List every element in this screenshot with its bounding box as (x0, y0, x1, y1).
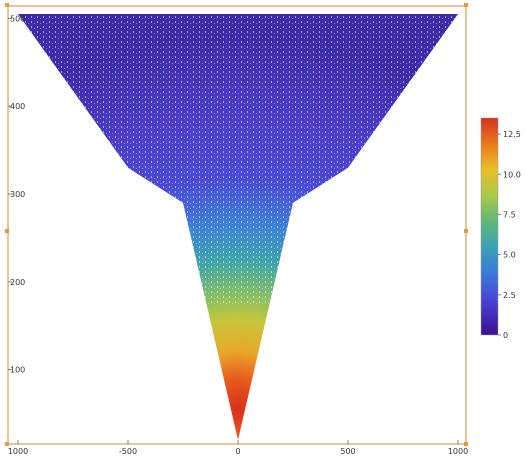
selection-handles (5, 3, 468, 446)
x-tick-label: 500 (340, 447, 355, 456)
colorbar: 0 2.5 5.0 7.5 10.0 12.5 (480, 117, 521, 340)
colorbar-tick-label: 12.5 (503, 130, 521, 139)
y-axis: 100 200 300 400 500 (8, 14, 25, 375)
x-axis: 1000 -500 0 500 1000 (8, 440, 468, 456)
colorbar-tick-label: 0 (503, 331, 508, 340)
x-tick-label: 1000 (8, 447, 28, 456)
x-tick-label: 0 (235, 447, 240, 456)
y-tick-label: 100 (10, 366, 25, 375)
x-tick-label: -500 (119, 447, 137, 456)
colorbar-tick-label: 7.5 (503, 210, 516, 219)
colorbar-tick-label: 5.0 (503, 251, 516, 260)
x-tick-label: 1000 (448, 447, 468, 456)
y-tick-label: 500 (10, 14, 25, 23)
colorbar-gradient (480, 117, 499, 336)
colorbar-tick-label: 10.0 (503, 170, 521, 179)
y-tick-label: 400 (10, 102, 25, 111)
y-tick-label: 300 (10, 190, 25, 199)
colorbar-tick-label: 2.5 (503, 291, 516, 300)
y-tick-label: 200 (10, 278, 25, 287)
